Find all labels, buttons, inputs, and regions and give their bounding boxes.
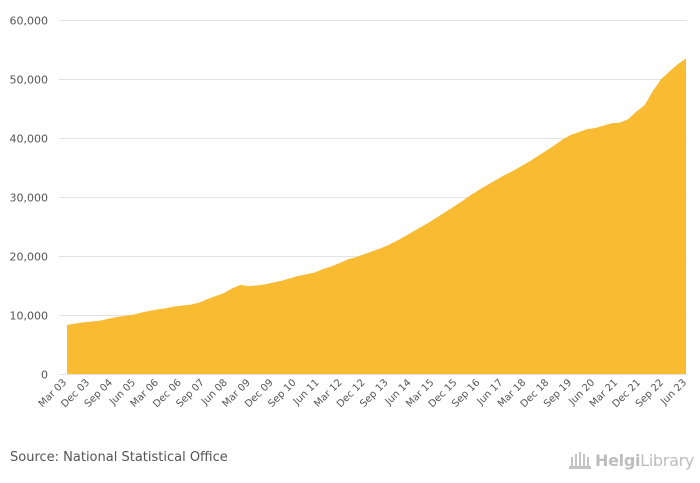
y-axis: 0 10,000 20,000 30,000 40,000 50,000 60,000 [10, 15, 49, 382]
logo-suffix: Library [640, 450, 695, 470]
series-area [67, 58, 686, 374]
y-tick-label: 20,000 [10, 251, 49, 264]
y-tick-label: 30,000 [10, 192, 49, 205]
y-tick-label: 0 [41, 369, 48, 382]
logo-brand: Helgi [595, 450, 641, 470]
y-tick-label: 40,000 [10, 133, 49, 146]
source-note: Source: National Statistical Office [10, 450, 228, 465]
library-building-icon [569, 452, 591, 469]
series-area-layer [67, 58, 686, 374]
y-tick-label: 10,000 [10, 310, 49, 323]
helgi-library-logo: HelgiLibrary [568, 449, 694, 471]
y-tick-label: 50,000 [10, 74, 49, 87]
area-chart: 0 10,000 20,000 30,000 40,000 50,000 60,000 Ma… [10, 15, 690, 411]
y-tick-label: 60,000 [10, 15, 49, 28]
